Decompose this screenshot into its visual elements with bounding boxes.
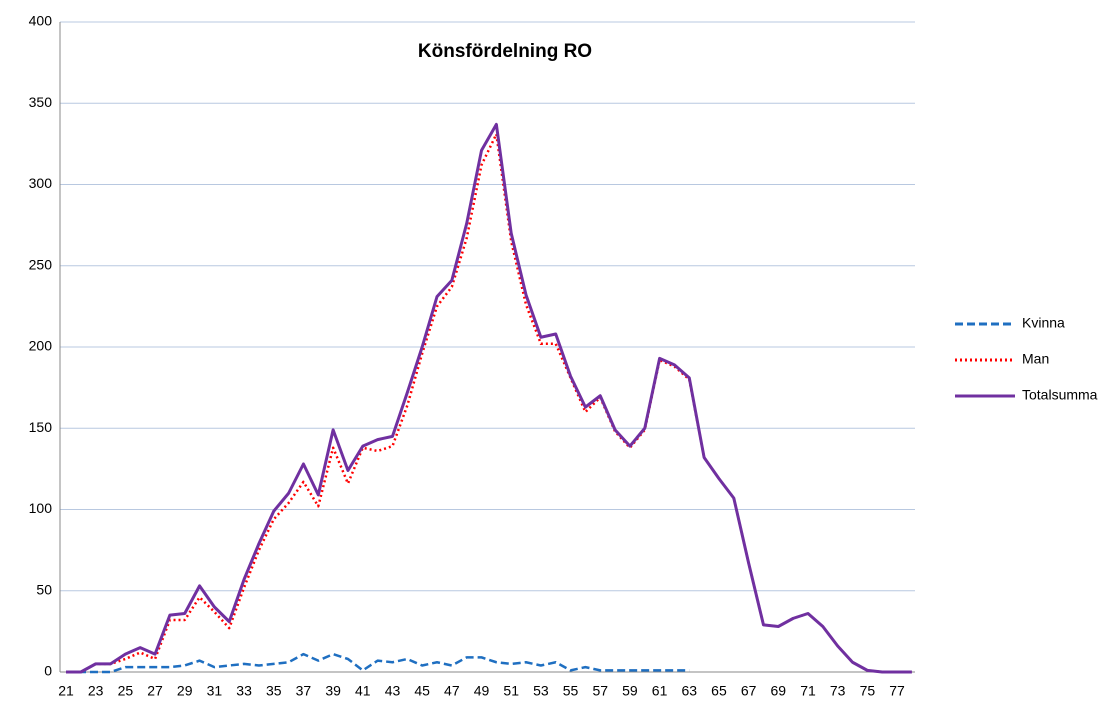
x-tick-label: 35 <box>266 683 282 699</box>
x-tick-label: 71 <box>800 683 816 699</box>
series-line <box>66 652 690 674</box>
x-tick-label: 73 <box>830 683 846 699</box>
x-tick-label: 49 <box>474 683 490 699</box>
y-tick-label: 400 <box>29 13 53 29</box>
x-tick-label: 59 <box>622 683 638 699</box>
y-tick-label: 100 <box>29 500 53 516</box>
x-tick-label: 31 <box>207 683 223 699</box>
x-tick-label: 25 <box>118 683 134 699</box>
x-tick-label: 53 <box>533 683 549 699</box>
series-line <box>66 122 912 674</box>
x-tick-label: 47 <box>444 683 460 699</box>
series-line <box>66 132 912 674</box>
y-tick-label: 300 <box>29 175 53 191</box>
x-tick-label: 41 <box>355 683 371 699</box>
x-tick-label: 23 <box>88 683 104 699</box>
x-tick-label: 77 <box>889 683 905 699</box>
x-tick-label: 33 <box>236 683 252 699</box>
y-tick-label: 150 <box>29 419 53 435</box>
y-tick-label: 250 <box>29 256 53 272</box>
y-tick-label: 200 <box>29 338 53 354</box>
x-tick-label: 67 <box>741 683 757 699</box>
x-tick-label: 65 <box>711 683 727 699</box>
legend-label: Kvinna <box>1022 315 1065 331</box>
x-tick-label: 75 <box>860 683 876 699</box>
legend-label: Man <box>1022 351 1049 367</box>
x-tick-label: 69 <box>771 683 787 699</box>
x-tick-label: 63 <box>681 683 697 699</box>
x-tick-label: 39 <box>325 683 341 699</box>
x-tick-label: 37 <box>296 683 312 699</box>
x-tick-label: 29 <box>177 683 193 699</box>
x-tick-label: 21 <box>58 683 74 699</box>
chart-title: Könsfördelning RO <box>418 41 592 62</box>
x-tick-label: 43 <box>385 683 401 699</box>
x-tick-label: 55 <box>563 683 579 699</box>
legend-label: Totalsumma <box>1022 387 1098 403</box>
x-tick-label: 57 <box>592 683 608 699</box>
x-tick-label: 45 <box>414 683 430 699</box>
y-tick-label: 350 <box>29 94 53 110</box>
x-tick-label: 61 <box>652 683 668 699</box>
y-tick-label: 0 <box>44 663 52 679</box>
x-tick-label: 27 <box>147 683 163 699</box>
x-tick-label: 51 <box>503 683 519 699</box>
y-tick-label: 50 <box>36 581 52 597</box>
